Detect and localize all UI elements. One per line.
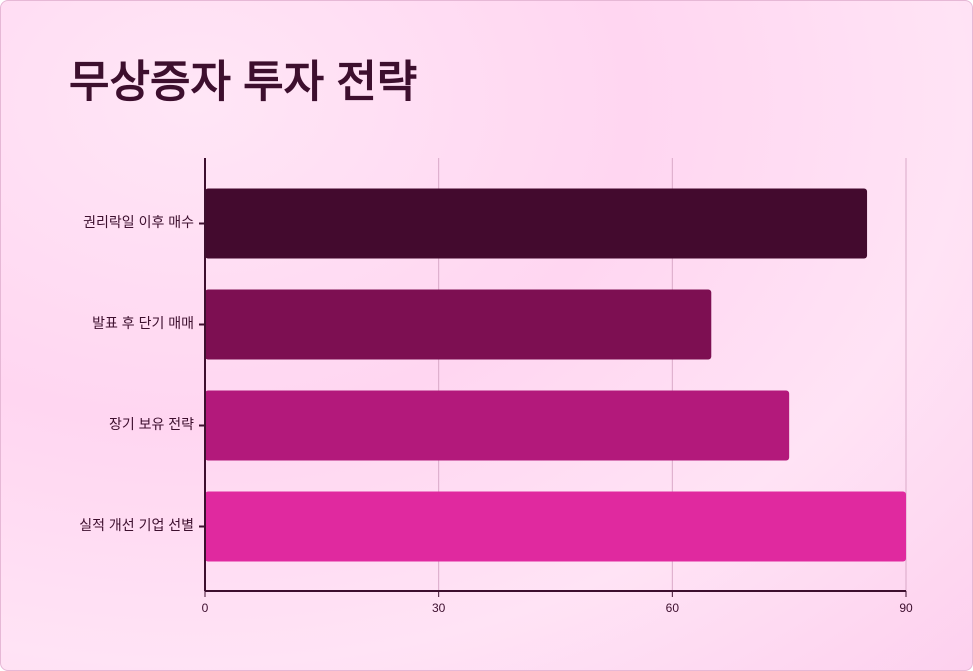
x-tick-label: 90 <box>899 601 913 615</box>
chart-title: 무상증자 투자 전략 <box>69 58 417 107</box>
bar <box>205 491 906 562</box>
x-tick-label: 0 <box>202 601 209 615</box>
bar <box>205 188 868 259</box>
x-tick-label: 60 <box>666 601 680 615</box>
y-tick-label: 실적 개선 기업 선별 <box>79 517 194 533</box>
y-tick-label: 권리락일 이후 매수 <box>83 214 194 230</box>
bar <box>205 289 712 360</box>
y-tick-label: 장기 보유 전략 <box>109 416 194 432</box>
bar <box>205 390 790 461</box>
x-tick-label: 30 <box>432 601 446 615</box>
y-tick-label: 발표 후 단기 매매 <box>92 315 194 331</box>
